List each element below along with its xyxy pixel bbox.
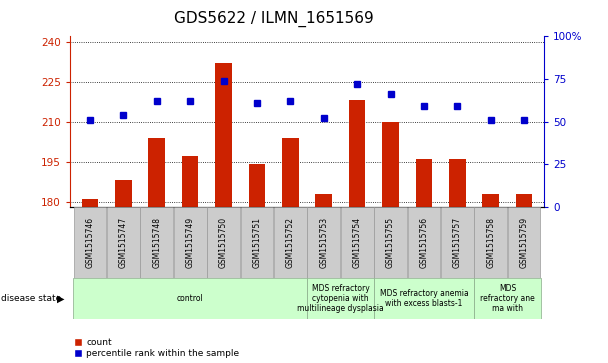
Bar bbox=[307, 278, 374, 319]
Bar bbox=[516, 193, 533, 207]
Bar bbox=[441, 207, 474, 278]
Bar bbox=[349, 100, 365, 207]
Text: GSM1515758: GSM1515758 bbox=[486, 217, 496, 268]
Bar bbox=[249, 164, 265, 207]
Text: GSM1515752: GSM1515752 bbox=[286, 217, 295, 268]
Bar bbox=[207, 207, 240, 278]
Bar bbox=[282, 138, 299, 207]
Text: GSM1515754: GSM1515754 bbox=[353, 217, 362, 268]
Text: MDS refractory
cytopenia with
multilineage dysplasia: MDS refractory cytopenia with multilinea… bbox=[297, 284, 384, 314]
Bar bbox=[416, 159, 432, 207]
Bar bbox=[274, 207, 306, 278]
Text: GSM1515756: GSM1515756 bbox=[420, 217, 429, 268]
Text: GSM1515748: GSM1515748 bbox=[152, 217, 161, 268]
Bar bbox=[308, 207, 340, 278]
Bar bbox=[73, 278, 307, 319]
Bar bbox=[407, 207, 440, 278]
Bar bbox=[182, 156, 198, 207]
Bar bbox=[374, 207, 407, 278]
Text: GSM1515755: GSM1515755 bbox=[386, 217, 395, 268]
Bar bbox=[449, 159, 466, 207]
Text: GSM1515759: GSM1515759 bbox=[520, 217, 528, 268]
Text: MDS
refractory ane
ma with: MDS refractory ane ma with bbox=[480, 284, 535, 314]
Bar bbox=[174, 207, 207, 278]
Bar bbox=[241, 207, 274, 278]
Bar bbox=[107, 207, 140, 278]
Bar bbox=[148, 138, 165, 207]
Bar bbox=[508, 207, 541, 278]
Text: GSM1515751: GSM1515751 bbox=[252, 217, 261, 268]
Text: GSM1515753: GSM1515753 bbox=[319, 217, 328, 268]
Bar bbox=[215, 63, 232, 207]
Text: GSM1515747: GSM1515747 bbox=[119, 217, 128, 268]
Text: MDS refractory anemia
with excess blasts-1: MDS refractory anemia with excess blasts… bbox=[379, 289, 468, 308]
Bar bbox=[74, 207, 106, 278]
Text: ▶: ▶ bbox=[57, 294, 64, 303]
Text: GSM1515749: GSM1515749 bbox=[185, 217, 195, 268]
Text: GSM1515746: GSM1515746 bbox=[86, 217, 94, 268]
Text: GSM1515757: GSM1515757 bbox=[453, 217, 462, 268]
Text: GSM1515750: GSM1515750 bbox=[219, 217, 228, 268]
Bar bbox=[316, 193, 332, 207]
Bar bbox=[81, 199, 98, 207]
Legend: count, percentile rank within the sample: count, percentile rank within the sample bbox=[74, 338, 240, 359]
Text: disease state: disease state bbox=[1, 294, 61, 303]
Bar bbox=[340, 207, 373, 278]
Text: GDS5622 / ILMN_1651569: GDS5622 / ILMN_1651569 bbox=[174, 11, 374, 27]
Bar bbox=[382, 122, 399, 207]
Text: control: control bbox=[177, 294, 204, 303]
Bar bbox=[115, 180, 132, 207]
Bar bbox=[482, 193, 499, 207]
Bar bbox=[140, 207, 173, 278]
Bar bbox=[374, 278, 474, 319]
Bar bbox=[474, 207, 507, 278]
Bar bbox=[474, 278, 541, 319]
